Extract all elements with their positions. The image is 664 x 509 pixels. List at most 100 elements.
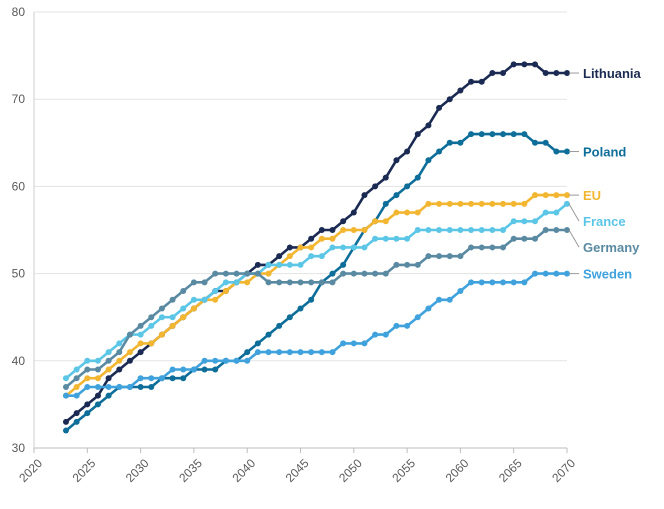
data-point-france-2039 xyxy=(233,279,240,286)
data-point-lithuania-2041 xyxy=(254,261,261,268)
data-point-lithuania-2057 xyxy=(425,122,432,129)
series-label-germany: Germany xyxy=(583,240,640,255)
data-point-sweden-2066 xyxy=(521,279,528,286)
data-point-germany-2060 xyxy=(457,253,464,260)
data-point-poland-2045 xyxy=(297,305,304,312)
data-point-france-2042 xyxy=(265,261,272,268)
data-point-poland-2026 xyxy=(94,401,101,408)
data-point-sweden-2054 xyxy=(393,322,400,329)
x-tick-label-2060: 2060 xyxy=(443,456,472,485)
data-point-sweden-2053 xyxy=(382,331,389,338)
data-point-sweden-2034 xyxy=(180,366,187,373)
data-point-france-2068 xyxy=(542,209,549,216)
data-point-france-2067 xyxy=(532,218,539,225)
series-sweden xyxy=(62,270,570,399)
y-tick-label-80: 80 xyxy=(12,5,26,19)
data-point-eu-2033 xyxy=(169,322,176,329)
data-point-sweden-2025 xyxy=(84,383,91,390)
data-point-germany-2066 xyxy=(521,235,528,242)
data-point-lithuania-2055 xyxy=(404,148,411,155)
data-point-lithuania-2049 xyxy=(340,218,347,225)
data-point-sweden-2059 xyxy=(446,296,453,303)
data-point-poland-2049 xyxy=(340,261,347,268)
data-point-eu-2065 xyxy=(510,200,517,207)
y-tick-label-70: 70 xyxy=(12,92,26,106)
x-tick-label-2020: 2020 xyxy=(16,456,45,485)
data-point-sweden-2055 xyxy=(404,322,411,329)
x-tick-label-2035: 2035 xyxy=(176,456,205,485)
data-point-germany-2051 xyxy=(361,270,368,277)
data-point-sweden-2030 xyxy=(137,375,144,382)
data-point-germany-2065 xyxy=(510,235,517,242)
data-point-eu-2032 xyxy=(158,331,165,338)
x-tick-label-2070: 2070 xyxy=(549,456,578,485)
data-point-sweden-2070 xyxy=(564,270,570,277)
data-point-poland-2034 xyxy=(180,375,187,382)
data-point-france-2031 xyxy=(148,322,155,329)
data-point-eu-2059 xyxy=(446,200,453,207)
data-point-eu-2061 xyxy=(468,200,475,207)
data-point-sweden-2036 xyxy=(201,357,208,364)
data-point-poland-2069 xyxy=(553,148,560,155)
data-point-sweden-2049 xyxy=(340,340,347,347)
data-point-sweden-2064 xyxy=(500,279,507,286)
data-point-sweden-2067 xyxy=(532,270,539,277)
data-point-france-2055 xyxy=(404,235,411,242)
data-point-germany-2067 xyxy=(532,235,539,242)
data-point-poland-2057 xyxy=(425,157,432,164)
data-point-lithuania-2062 xyxy=(478,78,485,85)
data-point-france-2024 xyxy=(73,366,80,373)
data-point-france-2038 xyxy=(222,279,229,286)
gridlines xyxy=(34,11,567,362)
data-point-poland-2070 xyxy=(564,148,570,155)
data-point-france-2070 xyxy=(564,200,570,207)
data-point-france-2053 xyxy=(382,235,389,242)
data-point-sweden-2037 xyxy=(212,357,219,364)
data-point-sweden-2039 xyxy=(233,357,240,364)
data-point-eu-2051 xyxy=(361,227,368,233)
data-point-poland-2036 xyxy=(201,366,208,373)
series-label-lithuania: Lithuania xyxy=(583,66,642,81)
data-point-lithuania-2054 xyxy=(393,157,400,164)
data-point-poland-2063 xyxy=(489,131,496,138)
data-point-france-2061 xyxy=(468,227,475,233)
data-point-poland-2056 xyxy=(414,174,421,181)
data-point-eu-2031 xyxy=(148,340,155,347)
series-eu xyxy=(62,192,570,399)
data-point-france-2058 xyxy=(436,227,443,233)
data-point-germany-2063 xyxy=(489,244,496,251)
data-point-lithuania-2050 xyxy=(350,209,357,216)
series-label-sweden: Sweden xyxy=(583,267,632,282)
data-point-sweden-2040 xyxy=(244,357,251,364)
data-point-sweden-2023 xyxy=(62,392,69,399)
data-point-sweden-2065 xyxy=(510,279,517,286)
data-point-poland-2033 xyxy=(169,375,176,382)
data-point-france-2030 xyxy=(137,331,144,338)
series-label-france: France xyxy=(583,214,626,229)
data-point-germany-2062 xyxy=(478,244,485,251)
data-point-germany-2045 xyxy=(297,279,304,286)
x-tick-label-2055: 2055 xyxy=(389,456,418,485)
series-germany xyxy=(62,227,570,390)
data-point-eu-2038 xyxy=(222,288,229,295)
data-point-sweden-2045 xyxy=(297,349,304,356)
data-point-germany-2069 xyxy=(553,227,560,233)
data-point-germany-2046 xyxy=(308,279,315,286)
data-point-germany-2050 xyxy=(350,270,357,277)
data-point-germany-2035 xyxy=(190,279,197,286)
data-point-lithuania-2027 xyxy=(105,375,112,382)
data-point-sweden-2052 xyxy=(372,331,379,338)
x-tick-label-2040: 2040 xyxy=(229,456,258,485)
data-point-germany-2027 xyxy=(105,357,112,364)
data-point-eu-2050 xyxy=(350,227,357,233)
data-point-lithuania-2069 xyxy=(553,70,560,77)
data-point-france-2028 xyxy=(116,340,123,347)
data-point-germany-2037 xyxy=(212,270,219,277)
data-point-poland-2064 xyxy=(500,131,507,138)
data-point-germany-2055 xyxy=(404,261,411,268)
data-point-france-2054 xyxy=(393,235,400,242)
data-point-sweden-2051 xyxy=(361,340,368,347)
data-point-france-2034 xyxy=(180,305,187,312)
data-point-poland-2062 xyxy=(478,131,485,138)
